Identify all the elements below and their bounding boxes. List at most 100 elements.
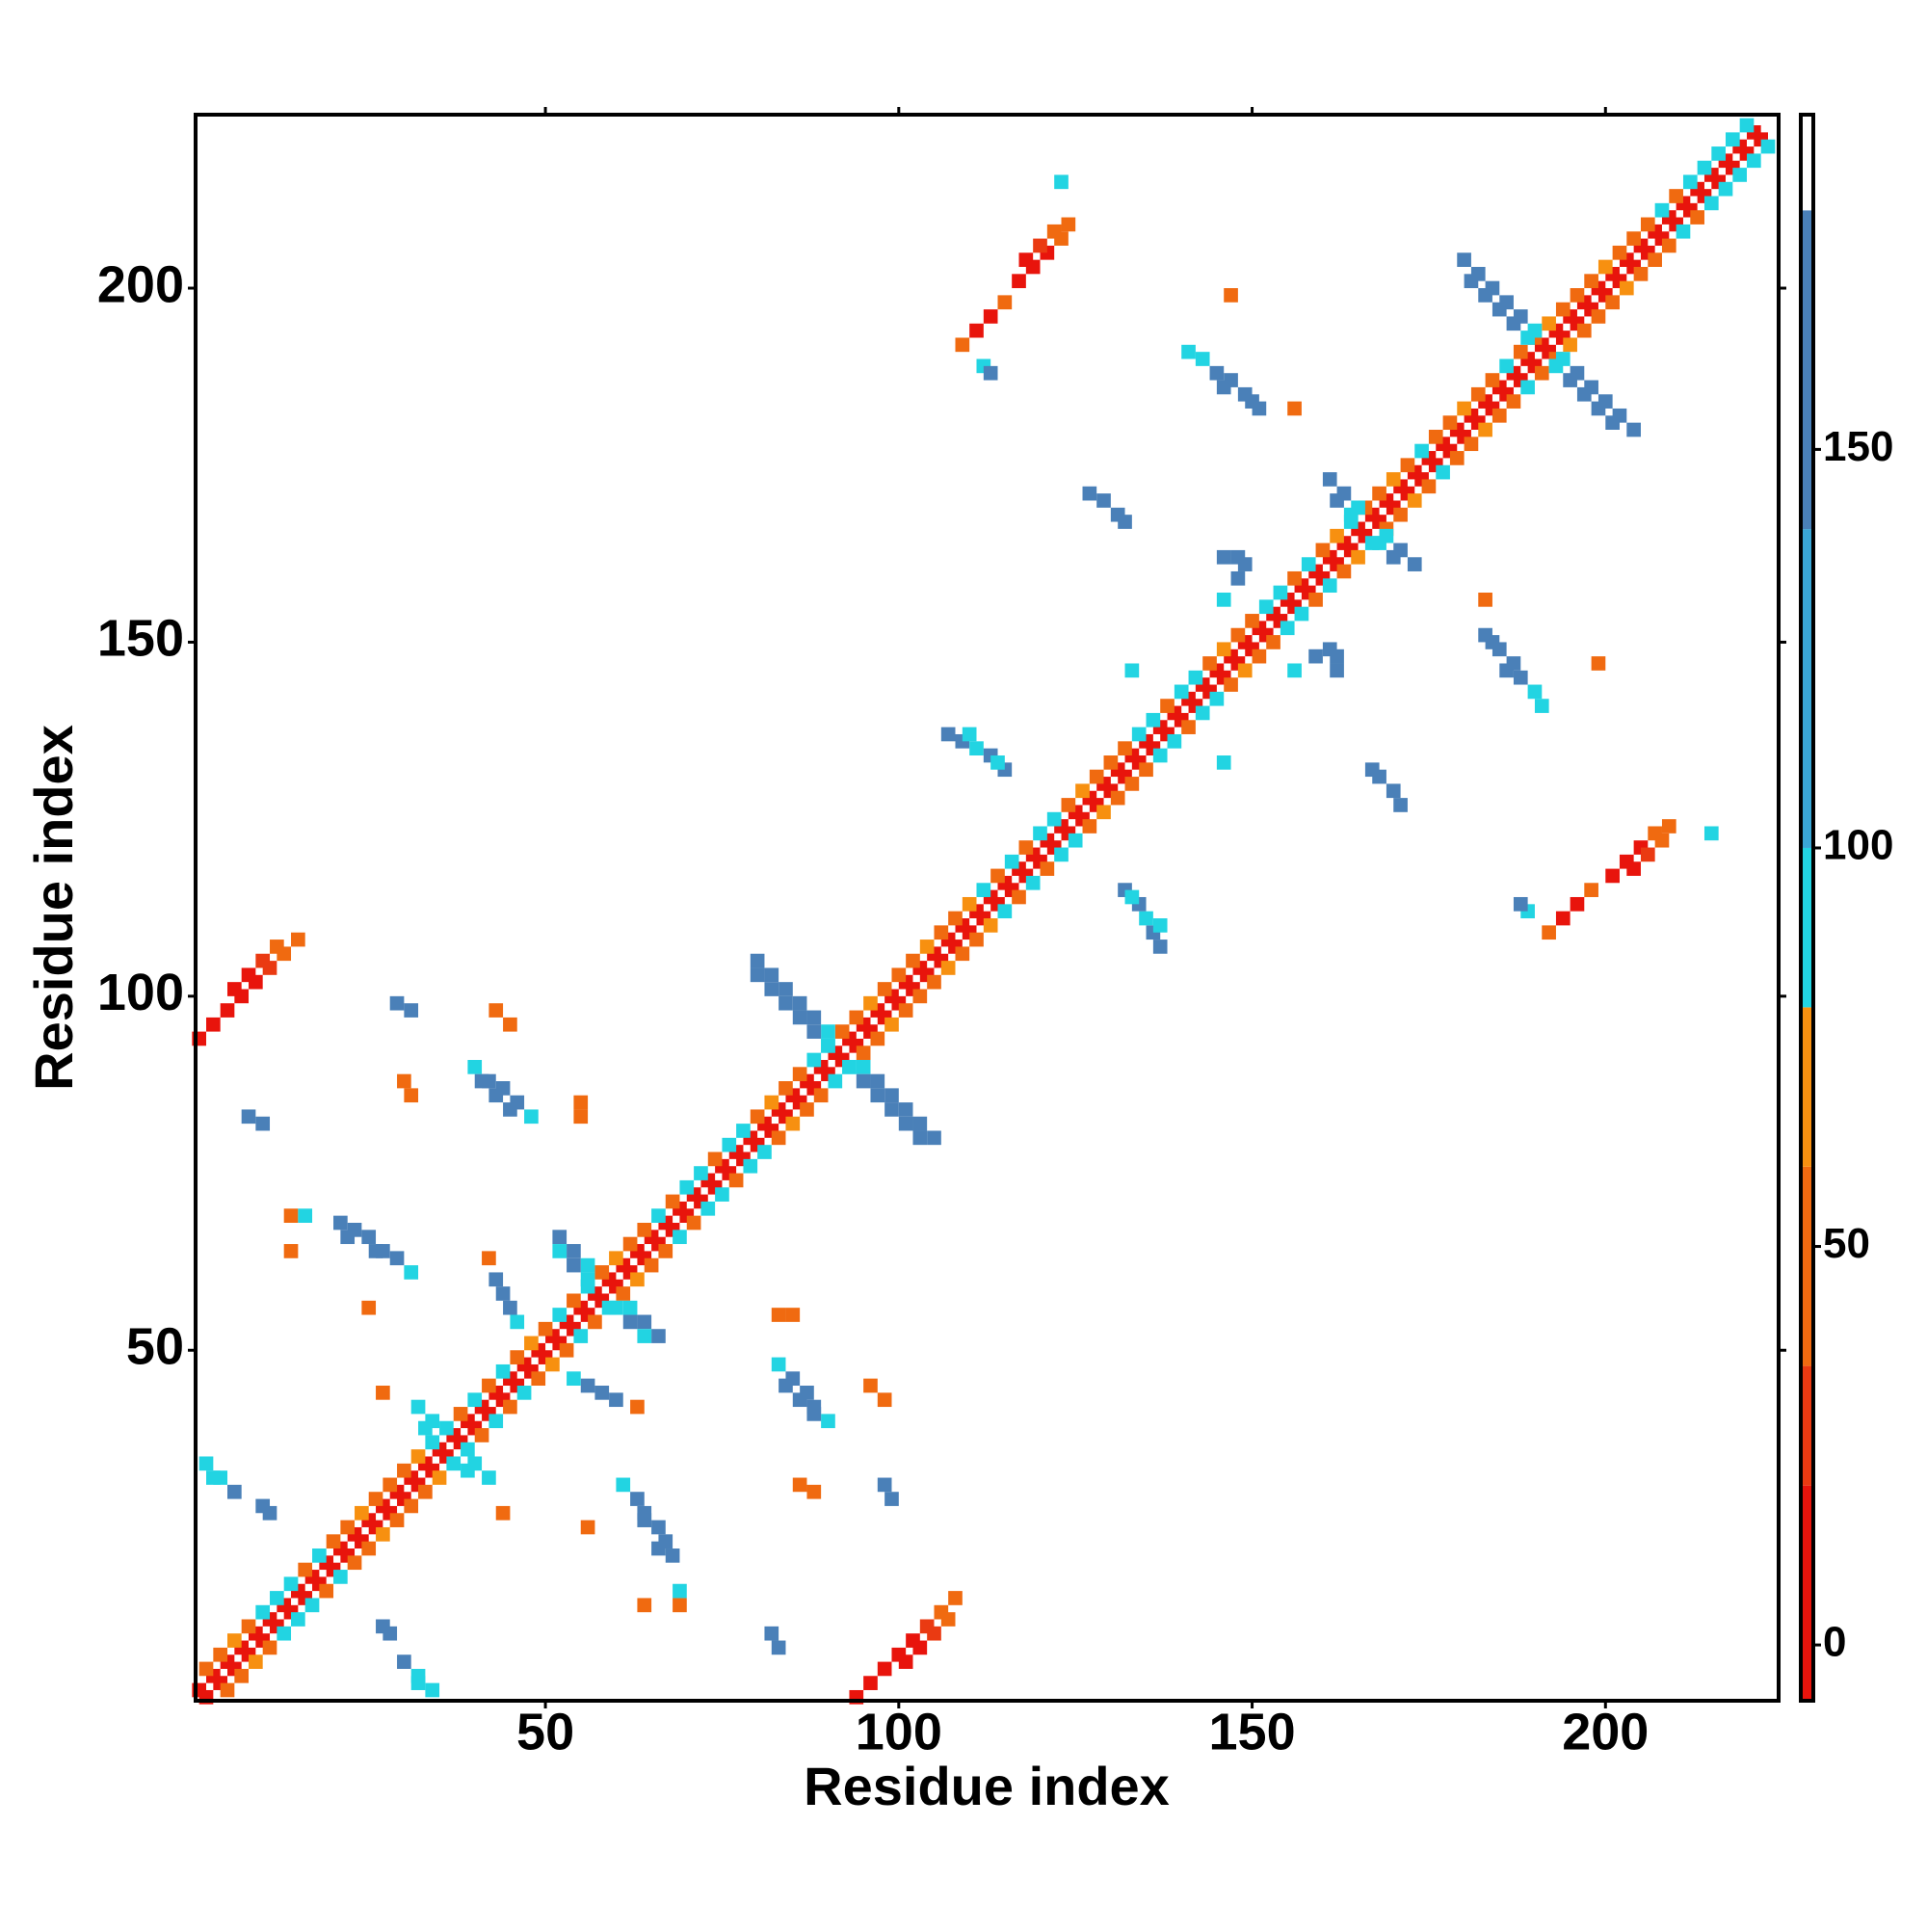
heatmap-cell [1464, 437, 1479, 452]
heatmap-cell [616, 1477, 631, 1493]
heatmap-cell [637, 1329, 652, 1343]
heatmap-cell [779, 982, 793, 996]
colorbar-segment [1801, 115, 1813, 211]
x-tick-label: 200 [1562, 1703, 1649, 1760]
heatmap-cell [609, 1392, 623, 1408]
heatmap-cell [580, 1257, 595, 1273]
heatmap-cell [1216, 549, 1231, 565]
heatmap-cell [488, 1088, 504, 1103]
heatmap-cell [1209, 365, 1225, 381]
heatmap-cell [1676, 224, 1691, 239]
heatmap-cell [1258, 599, 1274, 615]
heatmap-cell [1640, 847, 1655, 862]
heatmap-cell [863, 995, 878, 1011]
heatmap-cell [1548, 358, 1564, 374]
heatmap-cell [1534, 365, 1549, 381]
colorbar-segment [1801, 210, 1813, 530]
heatmap-cell [1146, 712, 1161, 728]
heatmap-cell [1089, 769, 1104, 784]
heatmap-cell [1591, 401, 1606, 416]
heatmap-cell [969, 741, 984, 756]
heatmap-cell [404, 1498, 419, 1514]
heatmap-cell [1202, 656, 1217, 671]
heatmap-cell [1280, 621, 1295, 636]
heatmap-cell [962, 896, 977, 912]
heatmap-cell [524, 1109, 539, 1125]
heatmap-cell [573, 1095, 589, 1110]
heatmap-cell [806, 1407, 822, 1421]
heatmap-cell [1224, 288, 1238, 303]
heatmap-cell [877, 1661, 892, 1677]
heatmap-cell [410, 1399, 426, 1415]
heatmap-cell [397, 1073, 411, 1089]
heatmap-cell [1245, 614, 1259, 628]
heatmap-cell [800, 1102, 814, 1117]
heatmap-cell [884, 1017, 899, 1032]
heatmap-cell [1386, 549, 1401, 565]
heatmap-cell [573, 1109, 589, 1125]
heatmap-cell [298, 1562, 313, 1577]
heatmap-cell [884, 1088, 899, 1103]
heatmap-cell [453, 1407, 468, 1421]
heatmap-cell [1605, 295, 1620, 310]
heatmap-cell [1591, 656, 1606, 671]
heatmap-cell [1739, 118, 1755, 133]
heatmap-cell [1612, 245, 1627, 260]
heatmap-cell [637, 1598, 652, 1613]
heatmap-cell [347, 1555, 362, 1571]
heatmap-cell [580, 1520, 595, 1535]
heatmap-cell [461, 1442, 475, 1457]
colorbar-segment [1801, 847, 1813, 1008]
heatmap-cell [1195, 705, 1210, 721]
heatmap-cell [1124, 777, 1140, 791]
heatmap-cell [198, 1456, 214, 1471]
heatmap-cell [658, 1244, 673, 1258]
y-tick-label: 50 [126, 1318, 184, 1376]
heatmap-cell [283, 1576, 299, 1592]
heatmap-cell [1597, 259, 1613, 275]
heatmap-cell [1124, 889, 1140, 905]
heatmap-cell [467, 1059, 483, 1074]
heatmap-cell [1252, 648, 1267, 664]
heatmap-cell [206, 1017, 221, 1032]
heatmap-cell [1626, 861, 1641, 876]
heatmap-cell [644, 1257, 659, 1273]
heatmap-cell [383, 1477, 398, 1493]
heatmap-cell [220, 1682, 235, 1698]
heatmap-cell [418, 1420, 433, 1436]
heatmap-cell [750, 1109, 765, 1125]
heatmap-cell [1174, 684, 1189, 700]
heatmap-cell [927, 1130, 941, 1146]
heatmap-cell [616, 1286, 631, 1301]
colorbar-segment [1801, 1485, 1813, 1701]
heatmap-cell [757, 1145, 772, 1159]
heatmap-cell [1230, 549, 1246, 565]
heatmap-cell [524, 1336, 539, 1351]
heatmap-cell [503, 1399, 517, 1415]
heatmap-cell [806, 1010, 822, 1025]
heatmap-cell [1682, 174, 1698, 190]
heatmap-cell [340, 1520, 356, 1535]
heatmap-cell [227, 1484, 242, 1499]
heatmap-cell [940, 1612, 956, 1627]
heatmap-cell [1436, 464, 1450, 480]
heatmap-cell [806, 1484, 822, 1499]
heatmap-cell [1372, 536, 1386, 550]
heatmap-cell [1287, 401, 1302, 416]
heatmap-cell [1513, 344, 1528, 359]
heatmap-cell [771, 1130, 786, 1146]
heatmap-cell [1033, 826, 1047, 841]
heatmap-cell [1400, 458, 1415, 473]
heatmap-cell [609, 1251, 623, 1266]
heatmap-cell [1216, 593, 1231, 607]
heatmap-cell [1322, 472, 1337, 487]
heatmap-cell [1732, 168, 1747, 182]
heatmap-cell [383, 1626, 398, 1641]
heatmap-cell [821, 1414, 835, 1429]
heatmap-cell [764, 982, 779, 996]
heatmap-cell [588, 1314, 602, 1330]
heatmap-cell [198, 1661, 214, 1677]
heatmap-cell [1386, 472, 1401, 487]
heatmap-cell [785, 1308, 801, 1322]
heatmap-cell [983, 309, 998, 324]
